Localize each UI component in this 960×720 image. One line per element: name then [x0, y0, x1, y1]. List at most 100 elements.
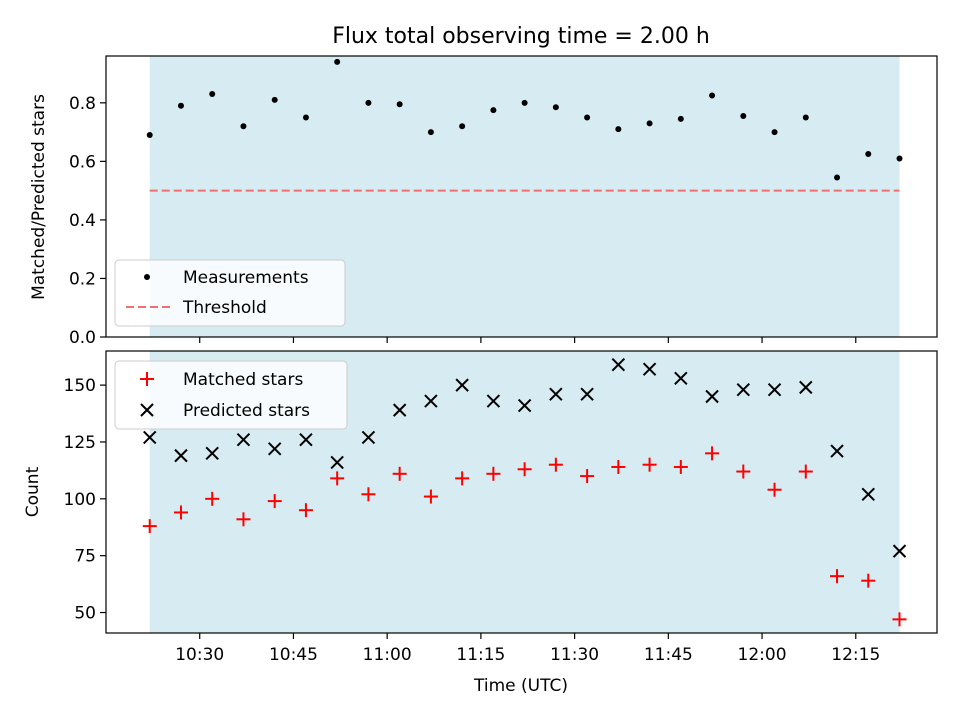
matched-star-point [736, 464, 751, 479]
measurement-point [521, 99, 528, 106]
top-y-axis: 0.0 0.2 0.4 0.6 0.8 [69, 94, 106, 348]
matched-star-point [173, 505, 188, 520]
matched-star-point [673, 459, 688, 474]
predicted-star-point [580, 387, 594, 401]
measurement-point [552, 104, 559, 111]
bottom-axes-frame [105, 350, 938, 634]
predicted-star-point [455, 378, 469, 392]
measurement-point [677, 115, 684, 122]
bottom-legend: Matched stars Predicted stars [114, 360, 348, 430]
matched-star-point [611, 459, 626, 474]
matched-star-point [205, 491, 220, 506]
matched-star-point [642, 457, 657, 472]
predicted-star-point [611, 357, 626, 372]
matched-star-point [361, 487, 376, 502]
predicted-star-point [361, 430, 376, 445]
legend-matched-label: Matched stars [183, 370, 303, 390]
predicted-star-point [174, 448, 188, 463]
bottom-y-axis-label: Count [23, 466, 43, 517]
predicted-star-point [205, 446, 219, 461]
predicted-star-point [830, 444, 844, 458]
matched-star-point [548, 457, 563, 472]
matched-star-point [798, 464, 813, 479]
measurements-series [146, 58, 903, 181]
x-tick-label: 12:00 [738, 645, 787, 665]
matched-star-point [267, 494, 282, 509]
chart-title: Flux total observing time = 2.00 h [332, 24, 710, 49]
measurement-point [365, 99, 372, 106]
predicted-star-point [330, 455, 344, 470]
matched-star-point [423, 489, 438, 504]
x-tick-label: 11:45 [644, 645, 693, 665]
matched-star-point [517, 462, 532, 477]
measurement-point [146, 132, 153, 139]
measurement-point [709, 92, 716, 99]
bottom-series [142, 357, 907, 627]
top-x-ticks [199, 337, 857, 343]
legend-predicted-marker [140, 403, 154, 417]
measurement-point [177, 102, 184, 109]
measurement-point [896, 155, 903, 162]
measurement-point [271, 96, 278, 103]
predicted-star-point [767, 382, 782, 397]
bottom-y-tick-label: 100 [64, 490, 96, 510]
measurement-point [334, 58, 341, 65]
matched-star-point [486, 466, 501, 481]
predicted-star-point [674, 371, 688, 385]
predicted-star-point [486, 394, 501, 408]
predicted-star-point [736, 382, 751, 397]
top-y-tick-label: 0.2 [69, 269, 96, 289]
measurement-point [740, 113, 747, 120]
measurement-point [240, 123, 247, 130]
measurement-point [490, 107, 497, 114]
legend-measurements-label: Measurements [183, 268, 309, 288]
matched-star-point [767, 482, 782, 497]
matched-star-point [705, 446, 720, 461]
measurement-point [615, 126, 622, 133]
top-legend: Measurements Threshold [114, 259, 346, 327]
x-tick-label: 12:15 [831, 645, 880, 665]
top-y-tick-label: 0.0 [69, 328, 96, 348]
matched-star-point [392, 466, 407, 481]
bottom-y-tick-label: 50 [74, 604, 96, 624]
predicted-star-point [705, 389, 719, 404]
top-axes-frame [105, 55, 938, 338]
bottom-y-tick-label: 150 [64, 376, 96, 396]
measurement-point [427, 129, 434, 136]
predicted-star-point [799, 380, 813, 395]
top-legend-box [114, 259, 346, 327]
top-y-tick-label: 0.4 [69, 211, 96, 231]
measurement-point [802, 114, 809, 121]
matched-star-point [455, 471, 470, 486]
bottom-y-axis: 50 75 100 125 150 [64, 376, 106, 624]
top-y-tick-label: 0.8 [69, 94, 96, 114]
predicted-star-point [642, 362, 657, 376]
matched-star-point [298, 503, 313, 518]
x-tick-label: 10:45 [269, 645, 318, 665]
legend-threshold-label: Threshold [182, 298, 267, 318]
measurement-point [646, 120, 653, 127]
matched-star-point [830, 569, 845, 584]
predicted-star-point [424, 394, 438, 408]
matched-star-point [236, 512, 251, 527]
x-tick-label: 11:30 [550, 645, 599, 665]
matched-star-point [892, 612, 907, 627]
legend-predicted-label: Predicted stars [183, 401, 310, 421]
bottom-legend-box [114, 360, 348, 430]
legend-measurements-marker [144, 274, 150, 280]
measurement-point [584, 114, 591, 121]
matched-star-point [142, 519, 157, 534]
predicted-star-point [549, 387, 563, 401]
top-y-tick-label: 0.6 [69, 152, 96, 172]
top-y-axis-label: Matched/Predicted stars [29, 94, 49, 300]
predicted-star-point [892, 544, 907, 558]
bottom-y-tick-label: 75 [74, 547, 96, 567]
measurement-point [459, 123, 466, 130]
bottom-y-tick-label: 125 [64, 433, 96, 453]
measurement-point [865, 151, 872, 158]
measurement-point [396, 101, 403, 108]
predicted-star-point [143, 430, 157, 445]
predicted-star-point [299, 432, 313, 447]
measurement-point [209, 91, 216, 98]
